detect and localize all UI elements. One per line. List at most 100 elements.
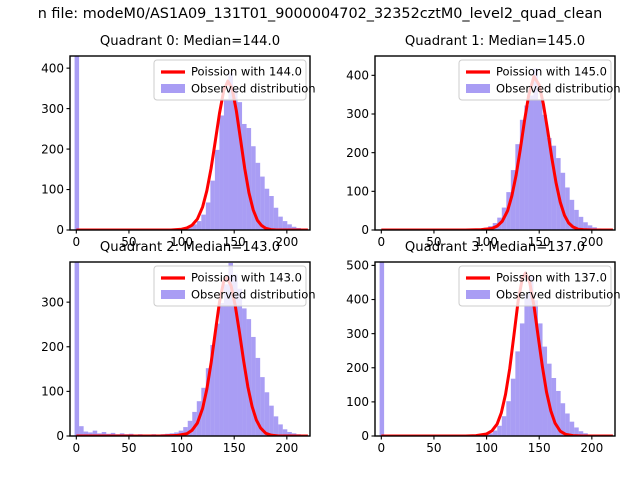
histogram-bar [214, 323, 220, 436]
histogram-bar [187, 226, 193, 230]
histogram-bar [574, 209, 579, 230]
histogram-bar [255, 357, 261, 436]
legend-label-poisson: Poission with 143.0 [191, 271, 302, 285]
plot-area-quadrant-0: 0 50 100 150 200 0 100 200 300 400 Poission with 1… [41, 55, 316, 249]
histogram-bar [291, 226, 297, 230]
histogram-bar [246, 319, 252, 436]
histogram-bar [201, 387, 206, 436]
y-tick-label: 400 [346, 69, 369, 83]
y-tick-label: 200 [41, 340, 64, 354]
plot-area-quadrant-1: 0 50 100 150 200 0 100 200 300 400 Poission with 1… [346, 55, 621, 249]
legend: Poission with 144.0 Observed distribution [153, 59, 316, 101]
x-tick-label: 50 [121, 441, 136, 455]
plot-area-quadrant-2: 0 50 100 150 200 0 100 200 300 Poission with 143.… [41, 261, 316, 455]
axes-frame [69, 55, 311, 231]
x-tick-label: 150 [528, 441, 551, 455]
histogram-bar [74, 262, 80, 436]
y-tick-label: 0 [361, 429, 369, 443]
x-tick-label: 0 [377, 235, 385, 249]
histogram-bar [223, 98, 229, 230]
histogram-bar [264, 188, 270, 230]
histogram-bar [501, 416, 507, 436]
legend-label-observed: Observed distribution [191, 82, 316, 96]
x-tick-label: 150 [528, 235, 551, 249]
y-tick-label: 300 [346, 107, 369, 121]
histogram-bar [524, 294, 529, 436]
x-tick-label: 100 [170, 441, 193, 455]
y-tick-label: 200 [346, 361, 369, 375]
histogram-bar [219, 115, 224, 230]
legend-swatch-observed [161, 84, 185, 93]
histogram-bar [233, 88, 238, 230]
histogram-bar [587, 225, 593, 230]
y-tick-label: 400 [41, 61, 64, 75]
histogram-bar [88, 432, 93, 436]
x-tick-label: 100 [170, 235, 193, 249]
histogram-bar [79, 426, 84, 436]
x-tick-label: 200 [580, 235, 603, 249]
x-tick-label: 100 [475, 235, 498, 249]
legend-background [153, 265, 307, 307]
x-tick-label: 200 [275, 235, 298, 249]
legend-background [458, 59, 612, 101]
histogram-bar [273, 416, 279, 436]
histogram-bar [547, 137, 552, 230]
y-tick-label: 500 [346, 259, 369, 273]
histogram-bar [542, 114, 548, 230]
axes-frame [374, 55, 616, 231]
histogram-bar [269, 196, 274, 230]
histogram-bar [533, 300, 538, 436]
y-tick-label: 200 [41, 142, 64, 156]
histogram-bar [574, 427, 579, 436]
y-tick-label: 0 [56, 223, 64, 237]
x-tick-label: 50 [121, 235, 136, 249]
x-tick-label: 200 [580, 441, 603, 455]
histogram-bar [251, 146, 256, 230]
histogram-bar [569, 199, 575, 230]
legend-swatch-observed [466, 84, 490, 93]
y-tick-label: 100 [41, 183, 64, 197]
histogram-bar [565, 187, 570, 230]
histogram-bar [205, 368, 211, 436]
histogram-bar [273, 207, 279, 230]
histogram-bar [528, 95, 534, 230]
histogram-bar [246, 128, 252, 230]
histogram-bar [233, 274, 238, 436]
legend-background [153, 59, 307, 101]
histogram-bar [260, 377, 265, 436]
histogram-bar [201, 214, 206, 230]
histogram-bar [488, 433, 493, 436]
histogram-bar [260, 176, 265, 230]
histogram-bar [569, 421, 575, 436]
histogram-bar [264, 392, 270, 436]
legend-label-observed: Observed distribution [191, 288, 316, 302]
y-tick-label: 100 [346, 185, 369, 199]
subplot-title-quadrant-2: Quadrant 2: Median=143.0 [99, 240, 281, 255]
histogram-bar [519, 119, 525, 230]
histogram-bar [510, 378, 516, 436]
x-tick-label: 0 [72, 235, 80, 249]
histogram-bar [223, 284, 229, 436]
histogram-bar [251, 336, 256, 436]
histogram-bar [214, 149, 220, 230]
histogram-bar [560, 403, 566, 436]
histogram-bar [228, 72, 233, 230]
histogram-bar [219, 303, 224, 436]
histogram-bar [210, 344, 215, 436]
histogram-bar [110, 432, 116, 436]
y-tick-label: 100 [41, 385, 64, 399]
histogram-bar [538, 99, 543, 230]
x-tick-label: 50 [426, 235, 441, 249]
y-tick-label: 100 [346, 395, 369, 409]
histogram-bar [538, 323, 543, 436]
plot-area-quadrant-3: 0 50 100 150 200 0 100 200 300 400 500 Poission wit… [346, 259, 620, 455]
legend-background [458, 265, 612, 307]
histogram-bar [578, 216, 584, 230]
histogram-bar [237, 102, 243, 230]
histogram-bar [492, 430, 498, 436]
histogram-bar [510, 170, 516, 230]
histogram-bar [515, 144, 520, 230]
legend-label-observed: Observed distribution [496, 82, 621, 96]
histogram-bar [83, 431, 89, 436]
histogram-bar [565, 413, 570, 436]
